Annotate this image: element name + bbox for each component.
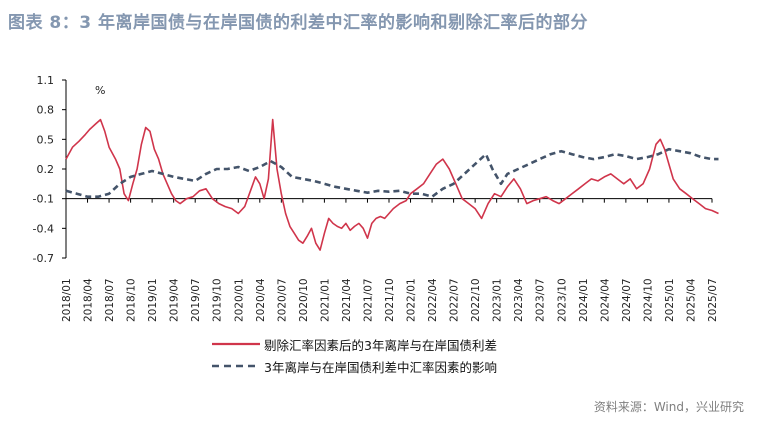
x-tick-label: 2025/04: [685, 278, 697, 322]
x-tick-label: 2023/10: [556, 278, 568, 322]
x-tick-label: 2023/07: [535, 278, 547, 322]
x-tick-label: 2022/10: [470, 278, 482, 322]
legend-label-series1: 剔除汇率因素后的3年离岸与在岸国债利差: [264, 337, 497, 353]
series-line-1: [65, 118, 719, 251]
chart-title: 图表 8：3 年离岸国债与在岸国债的利差中汇率的影响和剔除汇率后的部分: [8, 13, 588, 33]
x-tick-label: 2021/04: [341, 278, 353, 322]
x-tick-label: 2023/01: [492, 278, 504, 322]
x-tick-label: 2018/07: [104, 278, 116, 322]
x-tick-label: 2021/01: [319, 278, 331, 322]
x-tick-label: 2019/01: [147, 278, 159, 322]
x-tick-label: 2024/07: [621, 278, 633, 322]
x-tick-label: 2024/01: [578, 278, 590, 322]
series-line-2: [65, 147, 719, 198]
source-note: 资料来源：Wind，兴业研究: [593, 400, 744, 414]
x-tick-label: 2019/04: [169, 278, 181, 322]
y-tick-label: -0.1: [33, 193, 54, 206]
x-tick-label: 2018/01: [61, 278, 73, 322]
unit-label: %: [95, 84, 105, 97]
y-tick-label: -0.7: [33, 252, 54, 265]
legend-solid-line-icon: [212, 342, 260, 346]
y-tick-label: 0.5: [37, 133, 55, 146]
x-tick-label: 2020/10: [298, 278, 310, 322]
y-tick-label: -0.4: [33, 222, 54, 235]
x-tick-label: 2019/10: [212, 278, 224, 322]
x-axis: 2018/01 2018/04 2018/07 2018/10 2019/01 2019/…: [61, 198, 719, 322]
legend-item-series1: 剔除汇率因素后的3年离岸与在岸国债利差: [212, 333, 497, 355]
legend-item-series2: 3年离岸与在岸国债利差中汇率因素的影响: [212, 355, 497, 377]
x-tick-label: 2018/04: [83, 278, 95, 322]
x-tick-label: 2025/07: [707, 278, 719, 322]
x-tick-label: 2023/04: [513, 278, 525, 322]
y-tick-label: 0.8: [37, 104, 55, 117]
x-tick-label: 2022/01: [406, 278, 418, 322]
legend: 剔除汇率因素后的3年离岸与在岸国债利差 3年离岸与在岸国债利差中汇率因素的影响: [212, 333, 497, 377]
y-tick-label: 1.1: [37, 74, 55, 87]
x-tick-label: 2019/07: [190, 278, 202, 322]
legend-label-series2: 3年离岸与在岸国债利差中汇率因素的影响: [264, 359, 497, 375]
series-lines: [65, 118, 719, 251]
x-tick-label: 2021/10: [384, 278, 396, 322]
x-tick-label: 2024/10: [642, 278, 654, 322]
y-axis: 1.1 0.8 0.5 0.2 -0.1 -0.4 -0.7: [33, 74, 67, 265]
x-tick-label: 2024/04: [599, 278, 611, 322]
x-tick-label: 2022/07: [449, 278, 461, 322]
x-tick-label: 2021/07: [362, 278, 374, 322]
x-tick-label: 2018/10: [126, 278, 138, 322]
x-tick-label: 2025/01: [664, 278, 676, 322]
y-tick-label: 0.2: [37, 163, 55, 176]
x-tick-label: 2020/04: [255, 278, 267, 322]
x-tick-label: 2022/04: [427, 278, 439, 322]
legend-dashed-line-icon: [212, 364, 260, 368]
x-tick-label: 2020/01: [233, 278, 245, 322]
x-tick-label: 2020/07: [276, 278, 288, 322]
